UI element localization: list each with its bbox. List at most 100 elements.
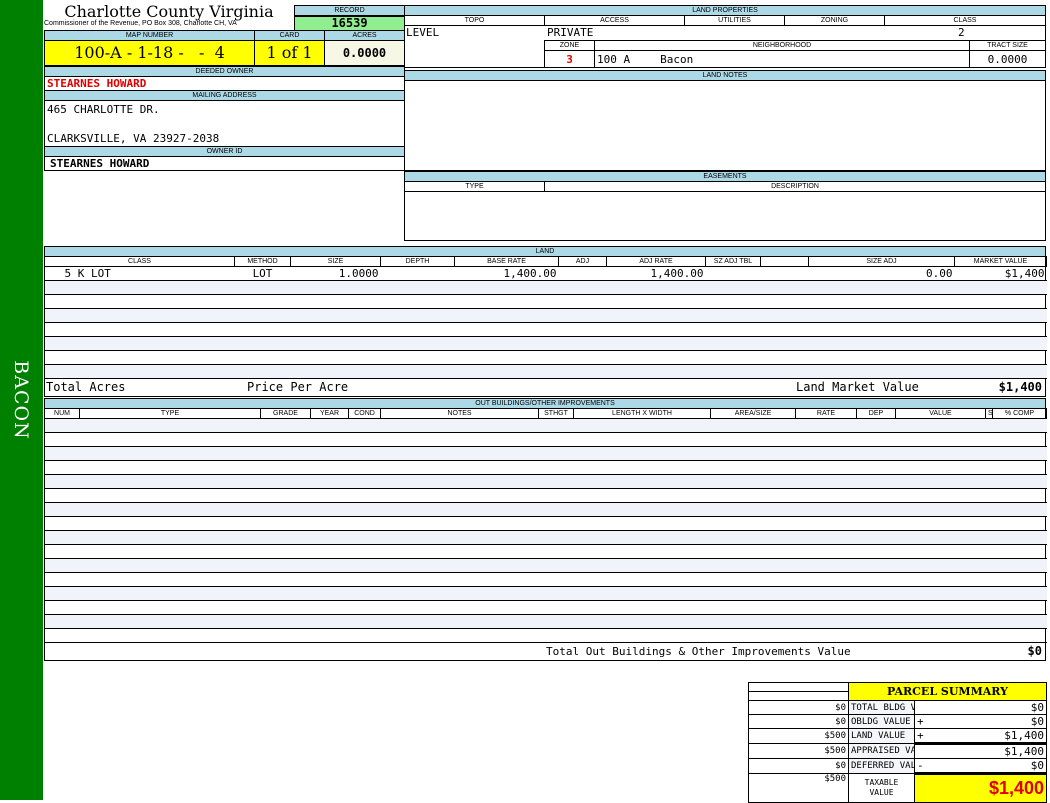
- land-cell: [290, 350, 381, 365]
- land-row: [44, 322, 1047, 337]
- land-cell: [808, 280, 955, 295]
- outbuilding-cell: [44, 558, 1047, 573]
- summary-value: $0: [980, 758, 1047, 775]
- outbuildings-column-header: LENGTH X WIDTH: [573, 408, 711, 419]
- outbuildings-table: NUM TYPE GRADE YEAR COND NOTES STHGT LENGTH X W…: [44, 408, 1047, 643]
- record-number: 16539: [294, 16, 405, 31]
- land-cell: [454, 308, 559, 323]
- taxable-prior-value: $500: [748, 773, 849, 803]
- parcel-summary-title: PARCEL SUMMARY: [848, 682, 1047, 701]
- land-row: [44, 364, 1047, 379]
- land-cell: [44, 294, 235, 309]
- outbuildings-column-header: VALUE: [895, 408, 986, 419]
- land-cell: [44, 350, 235, 365]
- land-cell: 5 K LOT: [44, 266, 235, 281]
- taxable-value: $1,400: [914, 773, 1047, 803]
- land-cell: [290, 322, 381, 337]
- land-notes-box: [404, 70, 1046, 171]
- land-table: CLASS METHOD SIZE DEPTH BASE RATE ADJ ADJ RATE…: [44, 256, 1047, 379]
- land-cell: [44, 308, 235, 323]
- utilities-label: UTILITIES: [684, 15, 785, 26]
- land-cell: [454, 322, 559, 337]
- land-properties-headers: TOPO ACCESS UTILITIES ZONING CLASS: [404, 15, 1046, 26]
- land-cell: [760, 364, 809, 379]
- land-cell: [606, 364, 706, 379]
- zone-table: ZONE NEIGHBORHOOD TRACT SIZE 3 100 A Bacon 0.…: [544, 40, 1046, 68]
- summary-row: $500 LAND VALUE + $1,400: [748, 728, 1047, 744]
- land-cell: [606, 280, 706, 295]
- address-line-2: CLARKSVILLE, VA 23927-2038: [47, 132, 220, 145]
- land-cell: [290, 280, 381, 295]
- zoning-label: ZONING: [784, 15, 885, 26]
- deeded-owner: STEARNES HOWARD: [47, 77, 147, 90]
- summary-operator: -: [914, 758, 981, 775]
- land-row: [44, 308, 1047, 323]
- outbuilding-row: [44, 544, 1047, 559]
- land-cell: [234, 280, 291, 295]
- land-header-row: CLASS METHOD SIZE DEPTH BASE RATE ADJ ADJ RATE…: [44, 256, 1047, 267]
- outbuilding-row: [44, 460, 1047, 475]
- outbuilding-row: [44, 628, 1047, 643]
- land-cell: [606, 322, 706, 337]
- outbuilding-row: [44, 572, 1047, 587]
- land-cell: [380, 266, 455, 281]
- outbuilding-cell: [44, 418, 1047, 433]
- outbuilding-row: [44, 432, 1047, 447]
- outbuilding-cell: [44, 502, 1047, 517]
- outbuilding-row: [44, 558, 1047, 573]
- land-cell: [558, 364, 607, 379]
- land-column-header: Size Adj: [808, 256, 955, 267]
- class-label: CLASS: [884, 15, 1046, 26]
- land-cell: [380, 322, 455, 337]
- outbuilding-cell: [44, 628, 1047, 643]
- land-cell: [380, 336, 455, 351]
- outbuildings-column-header: NUM: [44, 408, 80, 419]
- land-row: [44, 336, 1047, 351]
- outbuildings-column-header: DEP: [856, 408, 896, 419]
- summary-row: $0 OBLDG VALUE + $0: [748, 714, 1047, 729]
- outbuildings-column-header: TYPE: [79, 408, 261, 419]
- outbuilding-row: [44, 586, 1047, 601]
- owner-id-label: OWNER ID: [44, 146, 405, 157]
- land-cell: [558, 294, 607, 309]
- land-cell: [234, 350, 291, 365]
- outbuildings-column-header: YEAR: [310, 408, 349, 419]
- outbuilding-row: [44, 502, 1047, 517]
- land-cell: [234, 322, 291, 337]
- land-cell: [705, 336, 761, 351]
- outbuilding-row: [44, 516, 1047, 531]
- summary-prior-value: $500: [748, 728, 849, 744]
- land-cell: [606, 294, 706, 309]
- land-cell: [705, 322, 761, 337]
- land-cell: [44, 336, 235, 351]
- summary-prior-value: $500: [748, 743, 849, 759]
- land-cell: [558, 308, 607, 323]
- land-cell: [705, 350, 761, 365]
- access-value: PRIVATE: [547, 26, 594, 39]
- land-cell: [760, 336, 809, 351]
- summary-operator: [914, 742, 981, 759]
- outbuildings-column-header: COND: [348, 408, 381, 419]
- taxable-label: TAXABLE VALUE: [848, 773, 915, 803]
- land-market-value-label: Land Market Value: [796, 380, 919, 394]
- zone-value: 3: [544, 50, 595, 68]
- land-cell: $1,400: [954, 266, 1047, 281]
- summary-label: DEFERRED VALUE: [848, 758, 915, 774]
- outbuildings-column-header: % COMP: [992, 408, 1047, 419]
- land-cell: [954, 294, 1047, 309]
- address-line-1: 465 CHARLOTTE DR.: [47, 103, 160, 116]
- land-column-header: MARKET VALUE: [954, 256, 1047, 267]
- outbuilding-cell: [44, 544, 1047, 559]
- summary-operator: +: [914, 714, 981, 729]
- land-cell: [808, 336, 955, 351]
- land-cell: 1.0000: [290, 266, 381, 281]
- land-market-value: $1,400: [998, 380, 1042, 394]
- class-value: 2: [958, 26, 965, 39]
- zone-label: ZONE: [544, 40, 595, 51]
- land-cell: [705, 280, 761, 295]
- outbuilding-cell: [44, 572, 1047, 587]
- land-cell: [234, 364, 291, 379]
- land-column-header: ADJ RATE: [606, 256, 706, 267]
- land-cell: 0.00: [808, 266, 955, 281]
- land-cell: [606, 336, 706, 351]
